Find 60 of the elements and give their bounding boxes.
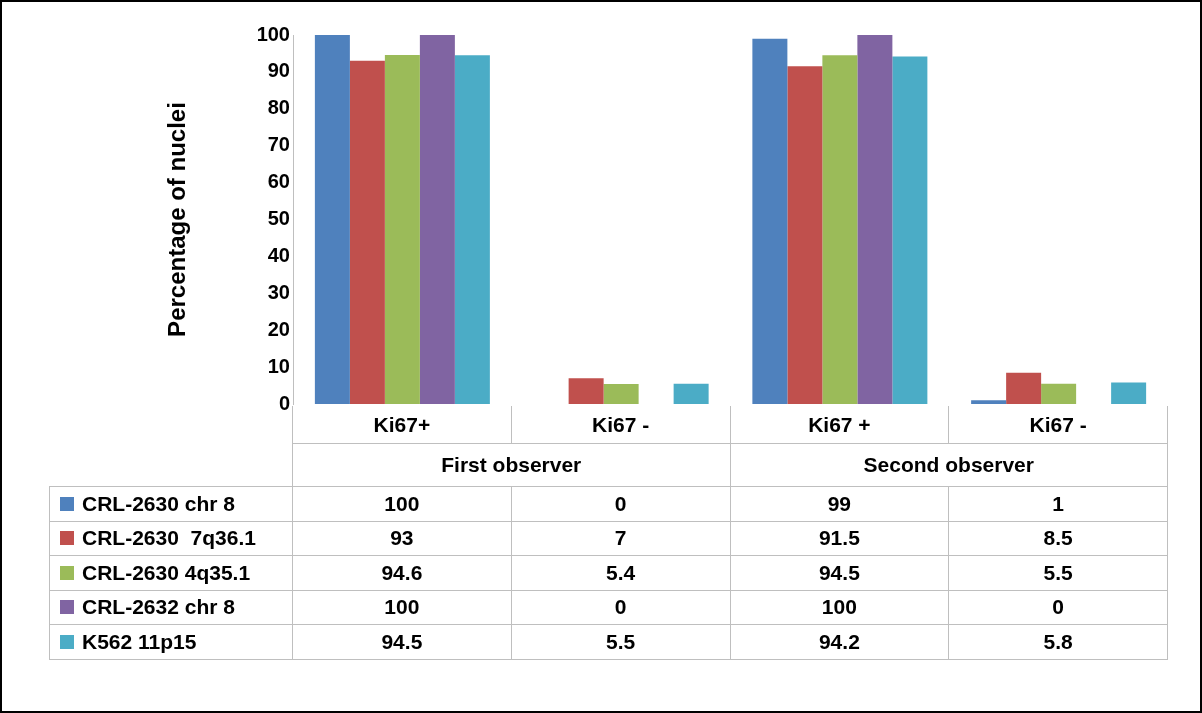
- bar: [1006, 372, 1042, 404]
- data-label: 100: [292, 486, 512, 522]
- data-label: 100: [292, 589, 512, 625]
- bar: [314, 35, 350, 404]
- bar: [857, 35, 893, 404]
- data-label: 5.4: [510, 555, 731, 591]
- bar: [1041, 383, 1077, 404]
- legend-label: CRL-2630 4q35.1: [82, 560, 251, 585]
- text: Second observer: [729, 443, 1168, 487]
- bar: [971, 400, 1007, 404]
- data-label: 94.5: [729, 555, 950, 591]
- y-axis-title: Percentage of nuclei: [163, 102, 191, 337]
- y-tick-label: 30: [267, 280, 290, 303]
- bar: [384, 54, 420, 404]
- text: First observer: [292, 443, 731, 487]
- data-label: 94.5: [292, 624, 512, 660]
- legend-label: CRL-2632 chr 8: [82, 595, 235, 620]
- data-label: 5.8: [948, 624, 1168, 660]
- x-tick-label: Ki67 +: [729, 406, 950, 444]
- bar: [349, 60, 385, 404]
- y-tick-label: 40: [267, 243, 290, 266]
- data-label: 8.5: [948, 520, 1168, 556]
- y-tick-label: 100: [256, 22, 290, 45]
- y-tick-label: 20: [267, 317, 290, 340]
- bar: [673, 383, 709, 404]
- bar: [822, 55, 858, 404]
- bar: [568, 378, 604, 404]
- bar: [752, 38, 788, 404]
- bar: [787, 66, 823, 404]
- y-tick-label: 90: [267, 59, 290, 82]
- data-label: 7: [510, 520, 731, 556]
- data-label: 93: [292, 520, 512, 556]
- data-label: 1: [948, 486, 1168, 522]
- x-tick-label: Ki67 -: [948, 406, 1168, 444]
- data-label: 99: [729, 486, 950, 522]
- legend-label: CRL-2630 7q36.1: [82, 526, 256, 551]
- data-label: 91.5: [729, 520, 950, 556]
- bar: [419, 35, 455, 404]
- legend-label: CRL-2630 chr 8: [82, 491, 235, 516]
- y-tick-label: 70: [267, 133, 290, 156]
- bar: [454, 55, 490, 404]
- data-label: 94.6: [292, 555, 512, 591]
- y-tick-label: 60: [267, 170, 290, 193]
- data-label: 100: [729, 589, 950, 625]
- bar: [892, 56, 928, 404]
- y-tick-label: 80: [267, 96, 290, 119]
- bar: [1111, 382, 1147, 404]
- x-tick-label: Ki67+: [292, 406, 512, 444]
- y-tick-label: 50: [267, 207, 290, 230]
- y-tick-label: 10: [267, 354, 290, 377]
- data-label: 94.2: [729, 624, 950, 660]
- data-label: 0: [948, 589, 1168, 625]
- data-label: 5.5: [510, 624, 731, 660]
- legend-label: K562 11p15: [82, 629, 197, 654]
- x-tick-label: Ki67 -: [510, 406, 731, 444]
- data-label: 0: [510, 589, 731, 625]
- bar: [603, 384, 639, 404]
- data-label: 5.5: [948, 555, 1168, 591]
- data-label: 0: [510, 486, 731, 522]
- y-tick-label: 0: [278, 391, 290, 414]
